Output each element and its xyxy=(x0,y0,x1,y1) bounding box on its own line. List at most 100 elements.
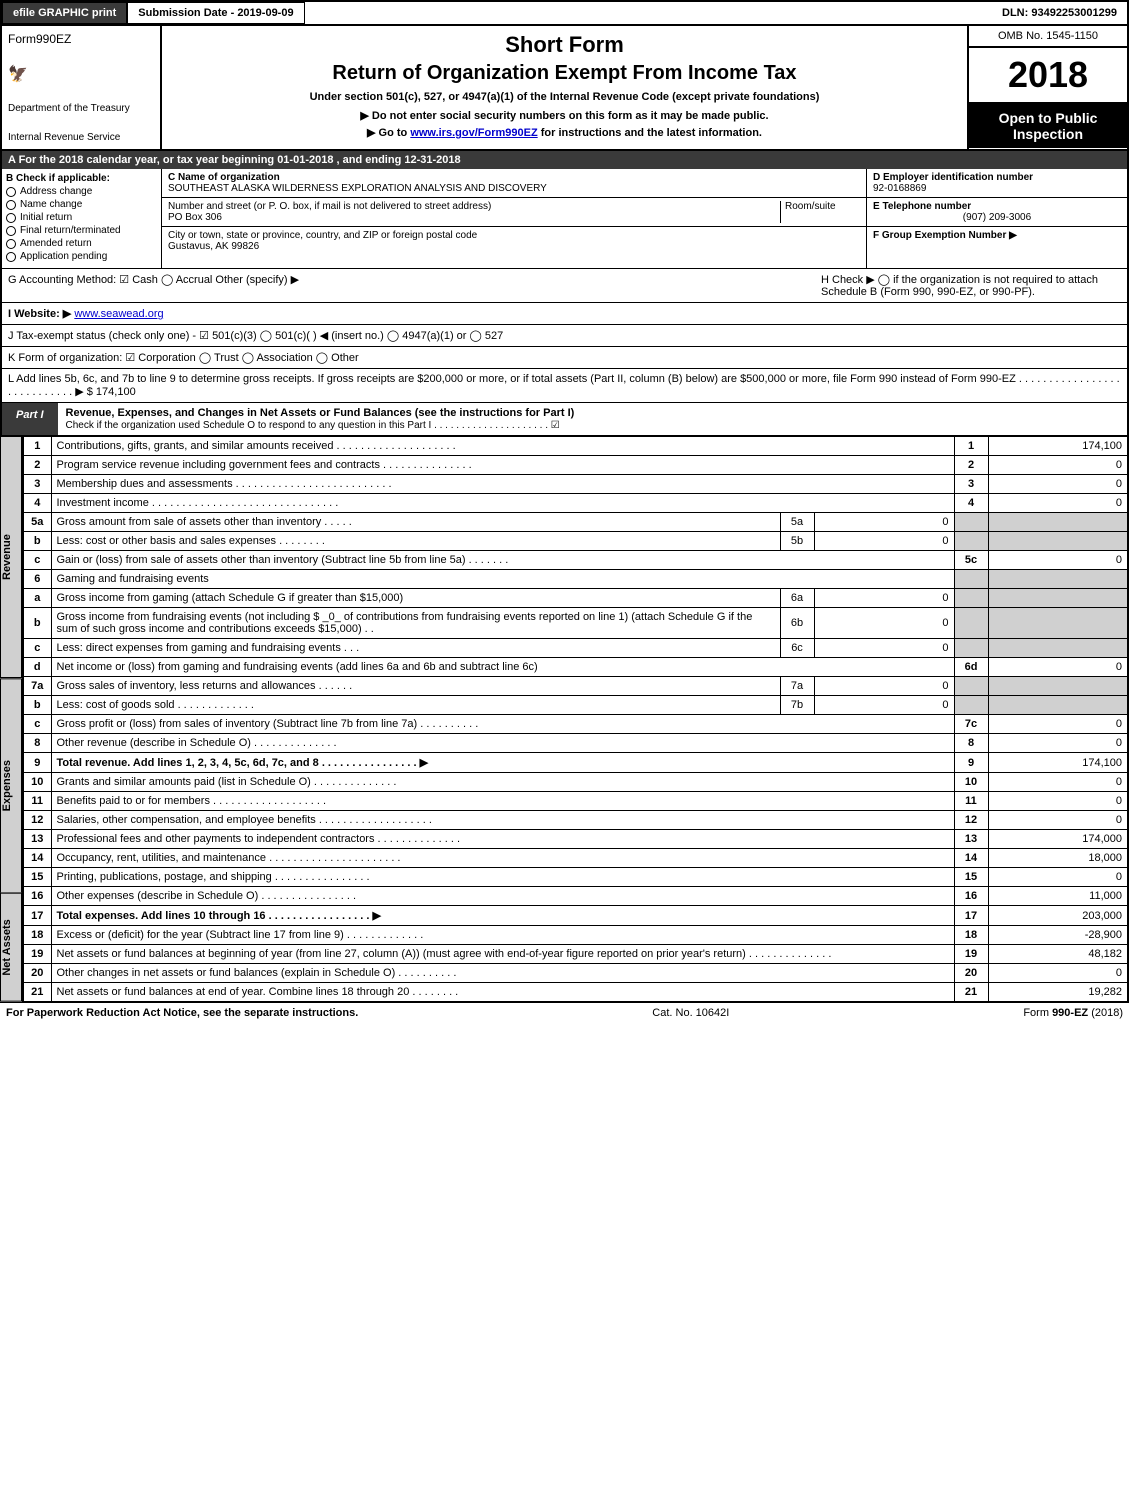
header-right: OMB No. 1545-1150 2018 Open to Public In… xyxy=(967,26,1127,149)
ein-cell: D Employer identification number 92-0168… xyxy=(867,169,1127,198)
efile-button[interactable]: efile GRAPHIC print xyxy=(2,2,127,24)
part1-label: Part I xyxy=(2,403,58,435)
goto-line: ▶ Go to www.irs.gov/Form990EZ for instru… xyxy=(168,126,961,139)
table-row: 13Professional fees and other payments t… xyxy=(23,830,1128,849)
table-row: 17Total expenses. Add lines 10 through 1… xyxy=(23,906,1128,926)
col-d: D Employer identification number 92-0168… xyxy=(867,169,1127,268)
footer: For Paperwork Reduction Act Notice, see … xyxy=(0,1002,1129,1023)
form-number: Form990EZ xyxy=(8,32,154,46)
irs-link[interactable]: www.irs.gov/Form990EZ xyxy=(410,127,537,139)
under-section: Under section 501(c), 527, or 4947(a)(1)… xyxy=(168,91,961,103)
footer-center: Cat. No. 10642I xyxy=(652,1007,729,1019)
org-name-cell: C Name of organization SOUTHEAST ALASKA … xyxy=(162,169,866,198)
table-row: cGross profit or (loss) from sales of in… xyxy=(23,715,1128,734)
ein-value: 92-0168869 xyxy=(873,183,1121,194)
group-label: F Group Exemption Number ▶ xyxy=(873,230,1121,241)
check-application-pending[interactable]: Application pending xyxy=(6,251,157,262)
check-amended-return[interactable]: Amended return xyxy=(6,238,157,249)
table-row: 11Benefits paid to or for members . . . … xyxy=(23,792,1128,811)
table-row: 7aGross sales of inventory, less returns… xyxy=(23,677,1128,696)
table-row: 18Excess or (deficit) for the year (Subt… xyxy=(23,926,1128,945)
street-value: PO Box 306 xyxy=(168,212,780,223)
irs-logo-icon: 🦅 xyxy=(8,64,154,84)
dept-treasury: Department of the Treasury xyxy=(8,103,154,114)
info-block: B Check if applicable: Address change Na… xyxy=(0,169,1129,269)
room-suite-label: Room/suite xyxy=(780,201,860,223)
table-row: 20Other changes in net assets or fund ba… xyxy=(23,964,1128,983)
form-prefix: Form xyxy=(8,32,36,46)
side-net-assets: Net Assets xyxy=(0,893,22,1002)
side-expenses: Expenses xyxy=(0,678,22,893)
table-row: bLess: cost of goods sold . . . . . . . … xyxy=(23,696,1128,715)
tel-label: E Telephone number xyxy=(873,201,1121,212)
group-cell: F Group Exemption Number ▶ xyxy=(867,227,1127,244)
col-b-label: B Check if applicable: xyxy=(6,173,157,184)
header-center: Short Form Return of Organization Exempt… xyxy=(162,26,967,149)
header-row: Form990EZ 🦅 Department of the Treasury I… xyxy=(0,26,1129,151)
tel-value: (907) 209-3006 xyxy=(873,212,1121,223)
check-initial-return[interactable]: Initial return xyxy=(6,212,157,223)
row-a-tax-year: A For the 2018 calendar year, or tax yea… xyxy=(0,151,1129,169)
check-name-change[interactable]: Name change xyxy=(6,199,157,210)
col-b: B Check if applicable: Address change Na… xyxy=(2,169,162,268)
table-row: aGross income from gaming (attach Schedu… xyxy=(23,589,1128,608)
table-row: 3Membership dues and assessments . . . .… xyxy=(23,475,1128,494)
table-row: 16Other expenses (describe in Schedule O… xyxy=(23,887,1128,906)
table-row: 2Program service revenue including gover… xyxy=(23,456,1128,475)
part1-header: Part I Revenue, Expenses, and Changes in… xyxy=(0,403,1129,436)
row-l: L Add lines 5b, 6c, and 7b to line 9 to … xyxy=(0,369,1129,403)
form-num-big: 990EZ xyxy=(36,32,71,46)
org-name: SOUTHEAST ALASKA WILDERNESS EXPLORATION … xyxy=(168,183,860,194)
open-to-public: Open to Public xyxy=(975,110,1121,126)
footer-right: Form 990-EZ (2018) xyxy=(1023,1007,1123,1019)
row-j: J Tax-exempt status (check only one) - ☑… xyxy=(0,325,1129,347)
city-label: City or town, state or province, country… xyxy=(168,230,860,241)
table-row: dNet income or (loss) from gaming and fu… xyxy=(23,658,1128,677)
row-gh: G Accounting Method: ☑ Cash ◯ Accrual Ot… xyxy=(0,269,1129,303)
return-title: Return of Organization Exempt From Incom… xyxy=(168,62,961,85)
check-address-change[interactable]: Address change xyxy=(6,186,157,197)
no-ssn-line: ▶ Do not enter social security numbers o… xyxy=(168,109,961,122)
dln-label: DLN: 93492253001299 xyxy=(992,3,1127,23)
table-wrap: Revenue Expenses Net Assets 1Contributio… xyxy=(0,436,1129,1002)
street-cell: Number and street (or P. O. box, if mail… xyxy=(162,198,866,227)
city-cell: City or town, state or province, country… xyxy=(162,227,866,255)
row-g: G Accounting Method: ☑ Cash ◯ Accrual Ot… xyxy=(8,273,299,298)
row-k: K Form of organization: ☑ Corporation ◯ … xyxy=(0,347,1129,369)
check-final-return[interactable]: Final return/terminated xyxy=(6,225,157,236)
table-row: cLess: direct expenses from gaming and f… xyxy=(23,639,1128,658)
dept-irs: Internal Revenue Service xyxy=(8,132,154,143)
row-h: H Check ▶ ◯ if the organization is not r… xyxy=(821,273,1121,298)
top-bar: efile GRAPHIC print Submission Date - 20… xyxy=(0,0,1129,26)
table-row: 9Total revenue. Add lines 1, 2, 3, 4, 5c… xyxy=(23,753,1128,773)
omb-number: OMB No. 1545-1150 xyxy=(969,26,1127,48)
side-revenue: Revenue xyxy=(0,436,22,678)
table-row: 19Net assets or fund balances at beginni… xyxy=(23,945,1128,964)
short-form-title: Short Form xyxy=(168,32,961,58)
table-row: bLess: cost or other basis and sales exp… xyxy=(23,532,1128,551)
org-name-label: C Name of organization xyxy=(168,172,860,183)
table-row: 1Contributions, gifts, grants, and simil… xyxy=(23,437,1128,456)
footer-left: For Paperwork Reduction Act Notice, see … xyxy=(6,1007,358,1019)
row-i-label: I Website: ▶ xyxy=(8,308,71,320)
header-left: Form990EZ 🦅 Department of the Treasury I… xyxy=(2,26,162,149)
inspection-box: Open to Public Inspection xyxy=(969,104,1127,148)
part1-title: Revenue, Expenses, and Changes in Net As… xyxy=(58,403,1127,435)
col-c: C Name of organization SOUTHEAST ALASKA … xyxy=(162,169,867,268)
table-row: 8Other revenue (describe in Schedule O) … xyxy=(23,734,1128,753)
table-row: 6Gaming and fundraising events xyxy=(23,570,1128,589)
table-row: cGain or (loss) from sale of assets othe… xyxy=(23,551,1128,570)
line-table: 1Contributions, gifts, grants, and simil… xyxy=(22,436,1129,1002)
website-link[interactable]: www.seawead.org xyxy=(74,308,163,320)
table-row: 14Occupancy, rent, utilities, and mainte… xyxy=(23,849,1128,868)
tax-year: 2018 xyxy=(969,48,1127,104)
table-row: 5aGross amount from sale of assets other… xyxy=(23,513,1128,532)
table-row: 4Investment income . . . . . . . . . . .… xyxy=(23,494,1128,513)
city-value: Gustavus, AK 99826 xyxy=(168,241,860,252)
top-left: efile GRAPHIC print Submission Date - 20… xyxy=(2,2,305,24)
part1-sub: Check if the organization used Schedule … xyxy=(66,420,560,431)
ein-label: D Employer identification number xyxy=(873,172,1121,183)
inspection-label: Inspection xyxy=(975,126,1121,142)
row-i: I Website: ▶ www.seawead.org xyxy=(0,303,1129,325)
table-row: 12Salaries, other compensation, and empl… xyxy=(23,811,1128,830)
